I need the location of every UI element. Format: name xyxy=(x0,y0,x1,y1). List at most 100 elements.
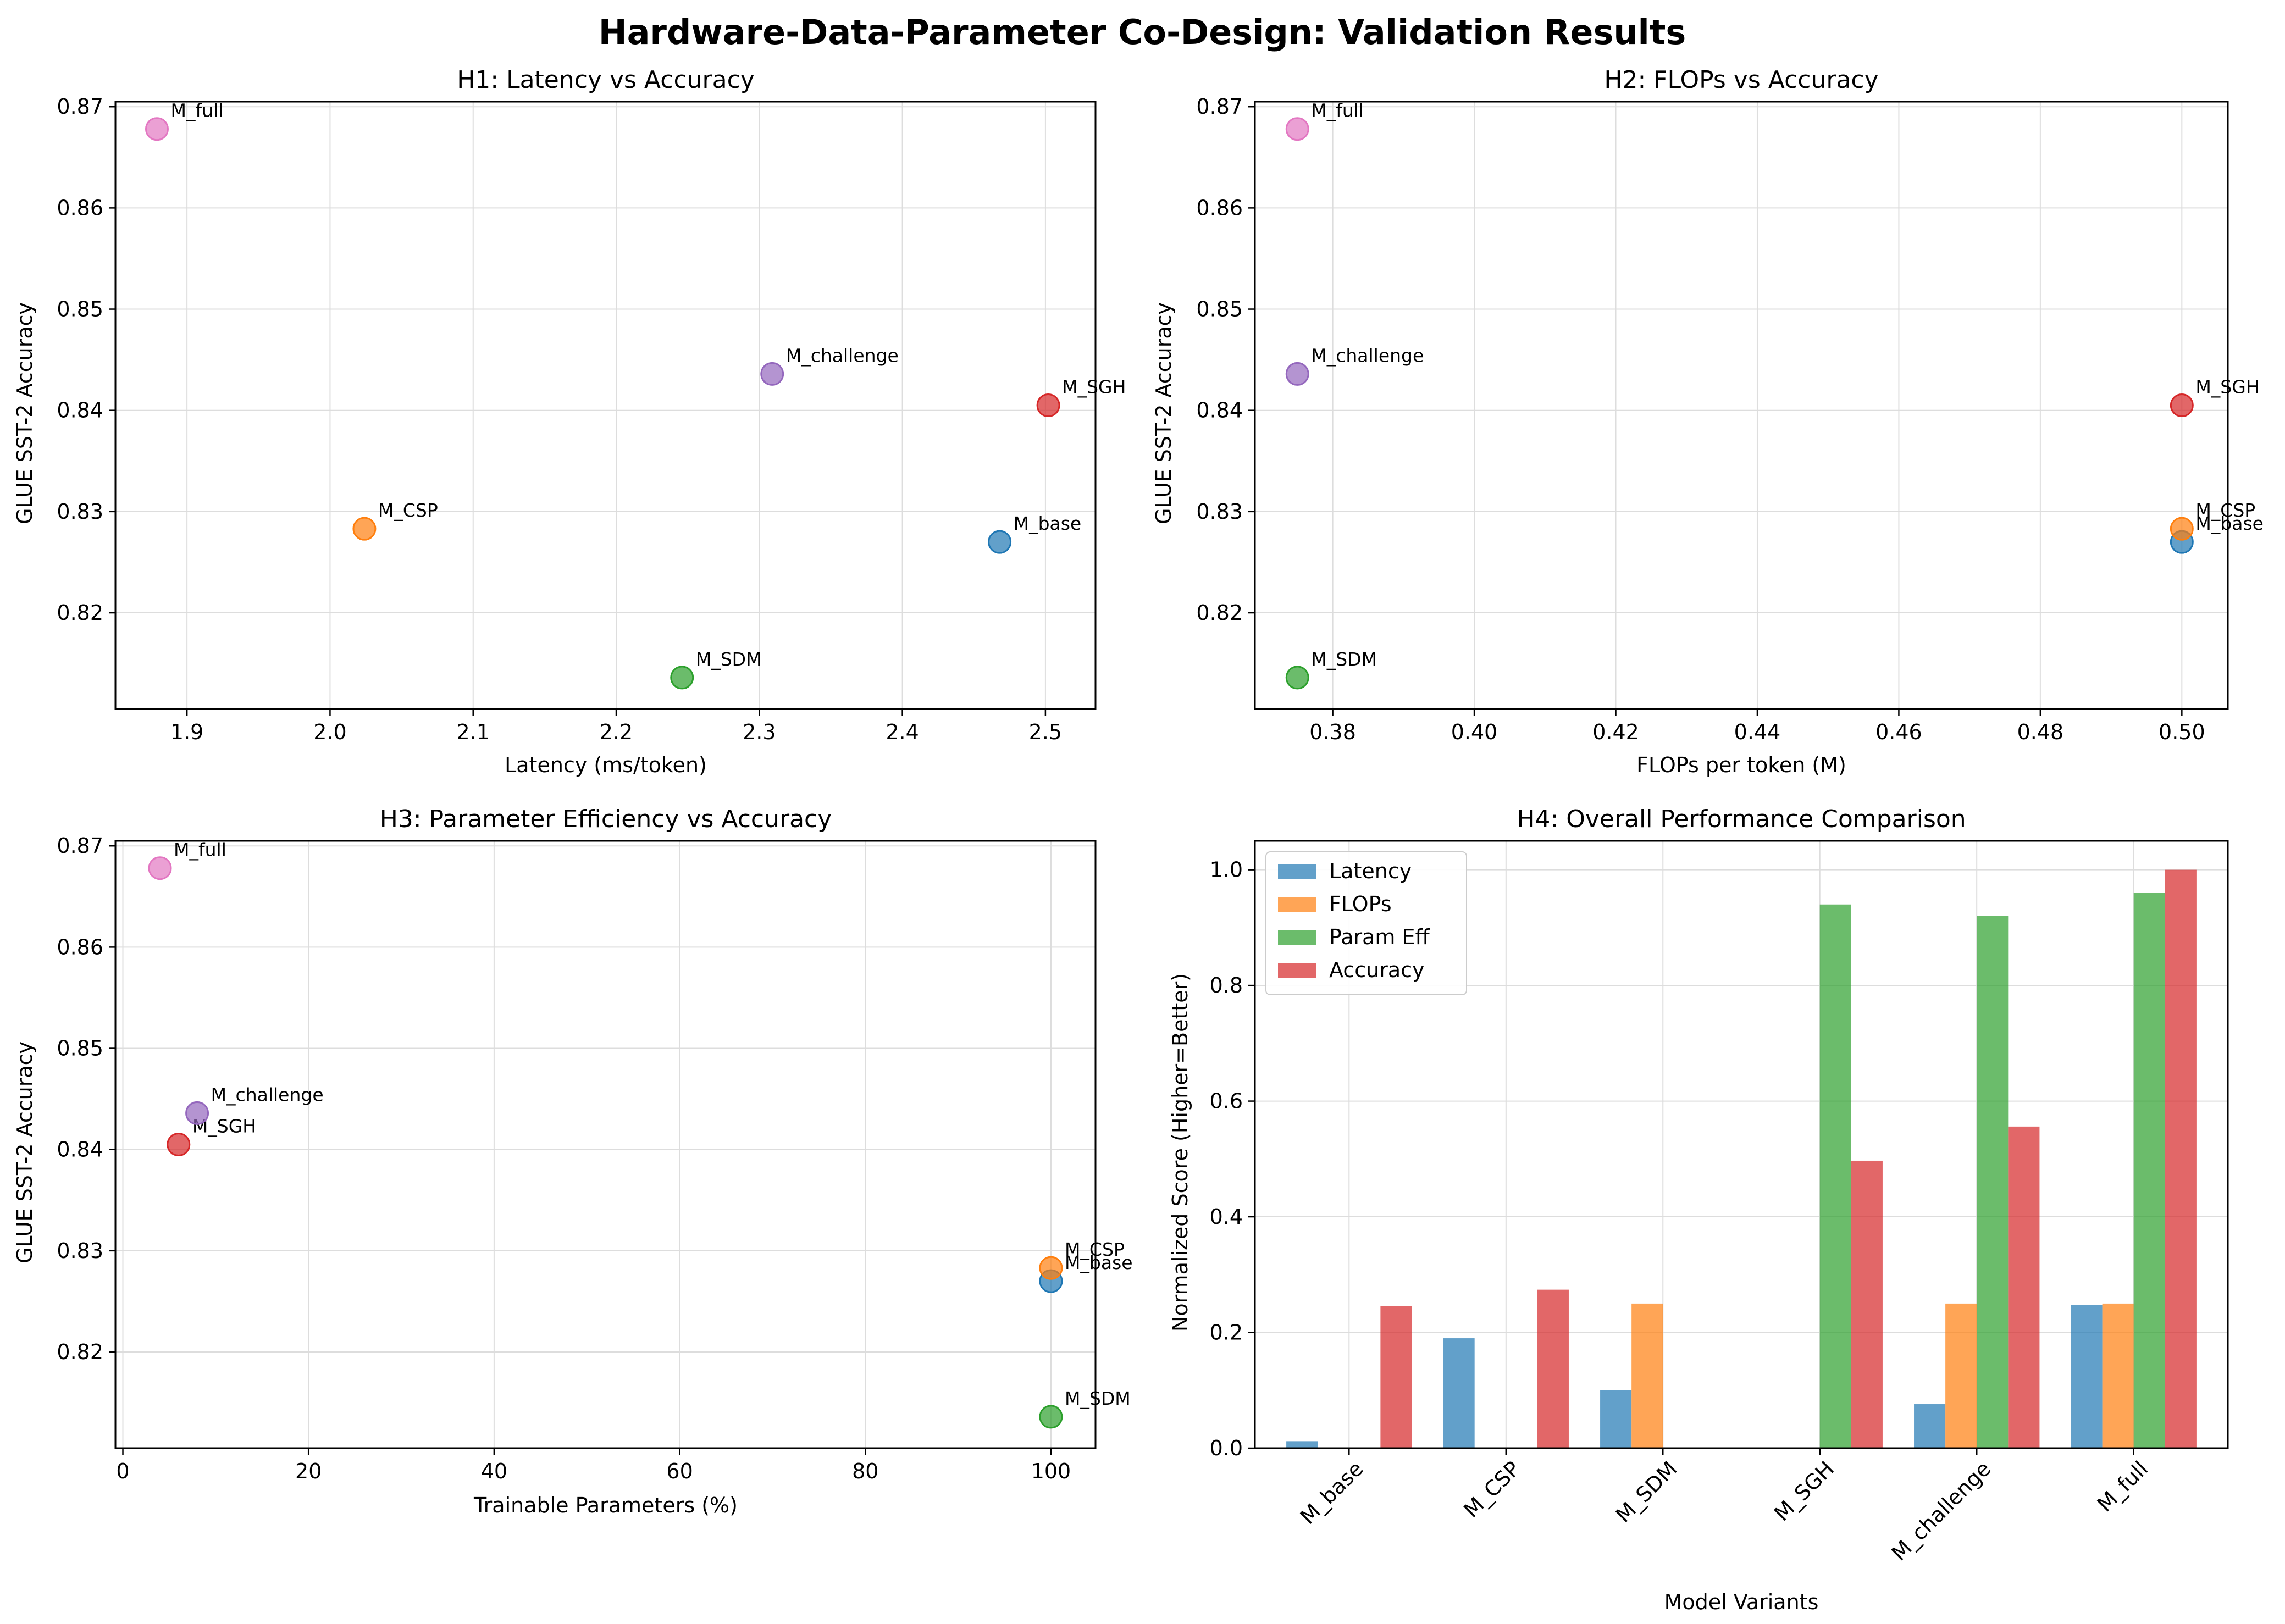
h1-y-axis-label: GLUE SST-2 Accuracy xyxy=(13,302,37,524)
x-tick-label: 0.48 xyxy=(2017,720,2064,744)
y-tick-label: 0.6 xyxy=(1210,1089,1243,1113)
legend-label-accuracy: Accuracy xyxy=(1329,958,1425,982)
point-label-m-csp: M_CSP xyxy=(2195,500,2255,521)
bar-accuracy-m-csp xyxy=(1537,1289,1569,1448)
point-label-m-full: M_full xyxy=(174,839,226,861)
point-label-m-full: M_full xyxy=(170,100,223,121)
h4-x-axis-label: Model Variants xyxy=(1664,1590,1819,1614)
point-label-m-sdm: M_SDM xyxy=(696,649,762,670)
bar-param-eff-m-full xyxy=(2133,893,2165,1448)
point-label-m-base: M_base xyxy=(1065,1252,1133,1273)
bar-latency-m-csp xyxy=(1443,1338,1475,1448)
point-label-m-full: M_full xyxy=(1311,100,1364,121)
y-tick-label: 0.85 xyxy=(57,1037,103,1061)
h4-legend: Latency FLOPs Param Eff Accuracy xyxy=(1265,851,1467,995)
y-tick-label: 0.8 xyxy=(1210,973,1243,997)
y-tick-label: 0.4 xyxy=(1210,1205,1243,1229)
point-label-m-sdm: M_SDM xyxy=(1311,649,1377,670)
point-m-sdm xyxy=(670,666,694,690)
legend-frame xyxy=(1265,851,1467,995)
x-tick-label: 2.4 xyxy=(886,720,919,744)
bar-param-eff-m-challenge xyxy=(1977,916,2009,1448)
point-m-sdm xyxy=(1285,666,1309,690)
h1-plot-area: 1.9 2.0 2.1 2.2 2.3 2.4 2.5 0.82 0.83 0.84 0.85 0.8… xyxy=(57,95,1126,744)
bar-accuracy-m-sgh xyxy=(1851,1160,1883,1448)
point-m-sdm xyxy=(1039,1405,1063,1429)
h4-y-axis-label: Normalized Score (Higher=Better) xyxy=(1168,973,1192,1332)
panel-h2-flops-vs-accuracy: H2: FLOPs vs Accuracy FLOPs per token (M… xyxy=(1152,66,2264,777)
x-tick-label: 80 xyxy=(852,1459,878,1483)
point-label-m-sdm: M_SDM xyxy=(1065,1388,1131,1409)
y-tick-label: 0.83 xyxy=(1196,500,1243,524)
x-tick-label: 0.44 xyxy=(1734,720,1781,744)
bar-flops-m-sdm xyxy=(1631,1303,1663,1448)
point-label-m-csp: M_CSP xyxy=(378,500,438,521)
y-tick-label: 0.84 xyxy=(57,398,103,423)
x-tick-label: 2.2 xyxy=(600,720,633,744)
bar-accuracy-m-challenge xyxy=(2008,1126,2040,1448)
x-tick-label: 0.38 xyxy=(1309,720,1356,744)
point-label-m-base: M_base xyxy=(1014,513,1082,534)
point-m-csp xyxy=(352,517,377,541)
h3-plot-frame xyxy=(114,840,1097,1449)
point-label-m-csp: M_CSP xyxy=(1065,1239,1125,1260)
point-m-challenge xyxy=(185,1101,209,1125)
h3-title: H3: Parameter Efficiency vs Accuracy xyxy=(380,805,832,833)
h2-y-axis-label: GLUE SST-2 Accuracy xyxy=(1152,302,1176,524)
h1-title: H1: Latency vs Accuracy xyxy=(457,66,755,94)
point-m-challenge xyxy=(1285,362,1309,386)
legend-label-param-eff: Param Eff xyxy=(1329,925,1430,949)
point-m-sgh xyxy=(2170,393,2194,417)
h4-title: H4: Overall Performance Comparison xyxy=(1517,805,1966,833)
bar-latency-m-base xyxy=(1286,1441,1318,1448)
panel-h1-latency-vs-accuracy: H1: Latency vs Accuracy Latency (ms/toke… xyxy=(13,66,1126,777)
x-tick-label: 2.5 xyxy=(1029,720,1062,744)
y-tick-label: 1.0 xyxy=(1210,858,1243,882)
point-label-m-challenge: M_challenge xyxy=(786,345,899,366)
x-tick-label: 1.9 xyxy=(170,720,203,744)
y-tick-label: 0.83 xyxy=(57,1239,103,1263)
legend-swatch-accuracy xyxy=(1278,963,1316,978)
x-tick-label: 2.0 xyxy=(313,720,346,744)
x-tick-label: 0 xyxy=(116,1459,129,1483)
h2-x-axis-label: FLOPs per token (M) xyxy=(1636,753,1846,777)
point-m-base xyxy=(988,530,1012,554)
point-m-csp xyxy=(2170,517,2194,541)
bar-flops-m-challenge xyxy=(1945,1303,1977,1448)
point-m-sgh xyxy=(167,1133,191,1156)
x-tick-label: 0.50 xyxy=(2159,720,2205,744)
y-tick-label: 0.82 xyxy=(57,601,103,625)
point-m-full xyxy=(145,117,169,141)
legend-label-latency: Latency xyxy=(1329,859,1412,883)
h3-plot-area: 0 20 40 60 80 100 0.82 0.83 0.84 0.85 0.86 0.87 M_ba… xyxy=(57,834,1132,1483)
bar-latency-m-full xyxy=(2071,1305,2103,1448)
bar-accuracy-m-full xyxy=(2165,869,2197,1448)
x-tick-label: 40 xyxy=(481,1459,507,1483)
y-tick-label: 0.82 xyxy=(57,1340,103,1364)
h1-x-axis-label: Latency (ms/token) xyxy=(505,753,707,777)
point-m-challenge xyxy=(760,362,784,386)
panel-h3-parameter-efficiency-vs-accuracy: H3: Parameter Efficiency vs Accuracy Tra… xyxy=(13,805,1133,1517)
y-tick-label: 0.87 xyxy=(57,834,103,858)
h4-plot-frame xyxy=(1254,840,2229,1449)
point-label-m-challenge: M_challenge xyxy=(1311,345,1424,366)
legend-swatch-param-eff xyxy=(1278,930,1316,945)
point-m-csp xyxy=(1039,1256,1063,1280)
h3-y-axis-label: GLUE SST-2 Accuracy xyxy=(13,1041,37,1263)
legend-swatch-flops xyxy=(1278,897,1316,912)
y-tick-label: 0.0 xyxy=(1210,1436,1243,1460)
x-tick-label: 60 xyxy=(666,1459,693,1483)
x-tick-label: 100 xyxy=(1031,1459,1071,1483)
figure-title: Hardware-Data-Parameter Co-Design: Valid… xyxy=(599,12,1686,52)
point-m-full xyxy=(148,856,172,880)
y-tick-label: 0.84 xyxy=(1196,398,1243,423)
y-tick-label: 0.85 xyxy=(57,297,103,322)
y-tick-label: 0.85 xyxy=(1196,297,1243,322)
bar-flops-m-full xyxy=(2102,1303,2134,1448)
y-tick-label: 0.82 xyxy=(1196,601,1243,625)
x-tick-label: 0.42 xyxy=(1592,720,1639,744)
point-label-m-sgh: M_SGH xyxy=(1062,376,1126,398)
bar-latency-m-challenge xyxy=(1914,1404,1946,1448)
